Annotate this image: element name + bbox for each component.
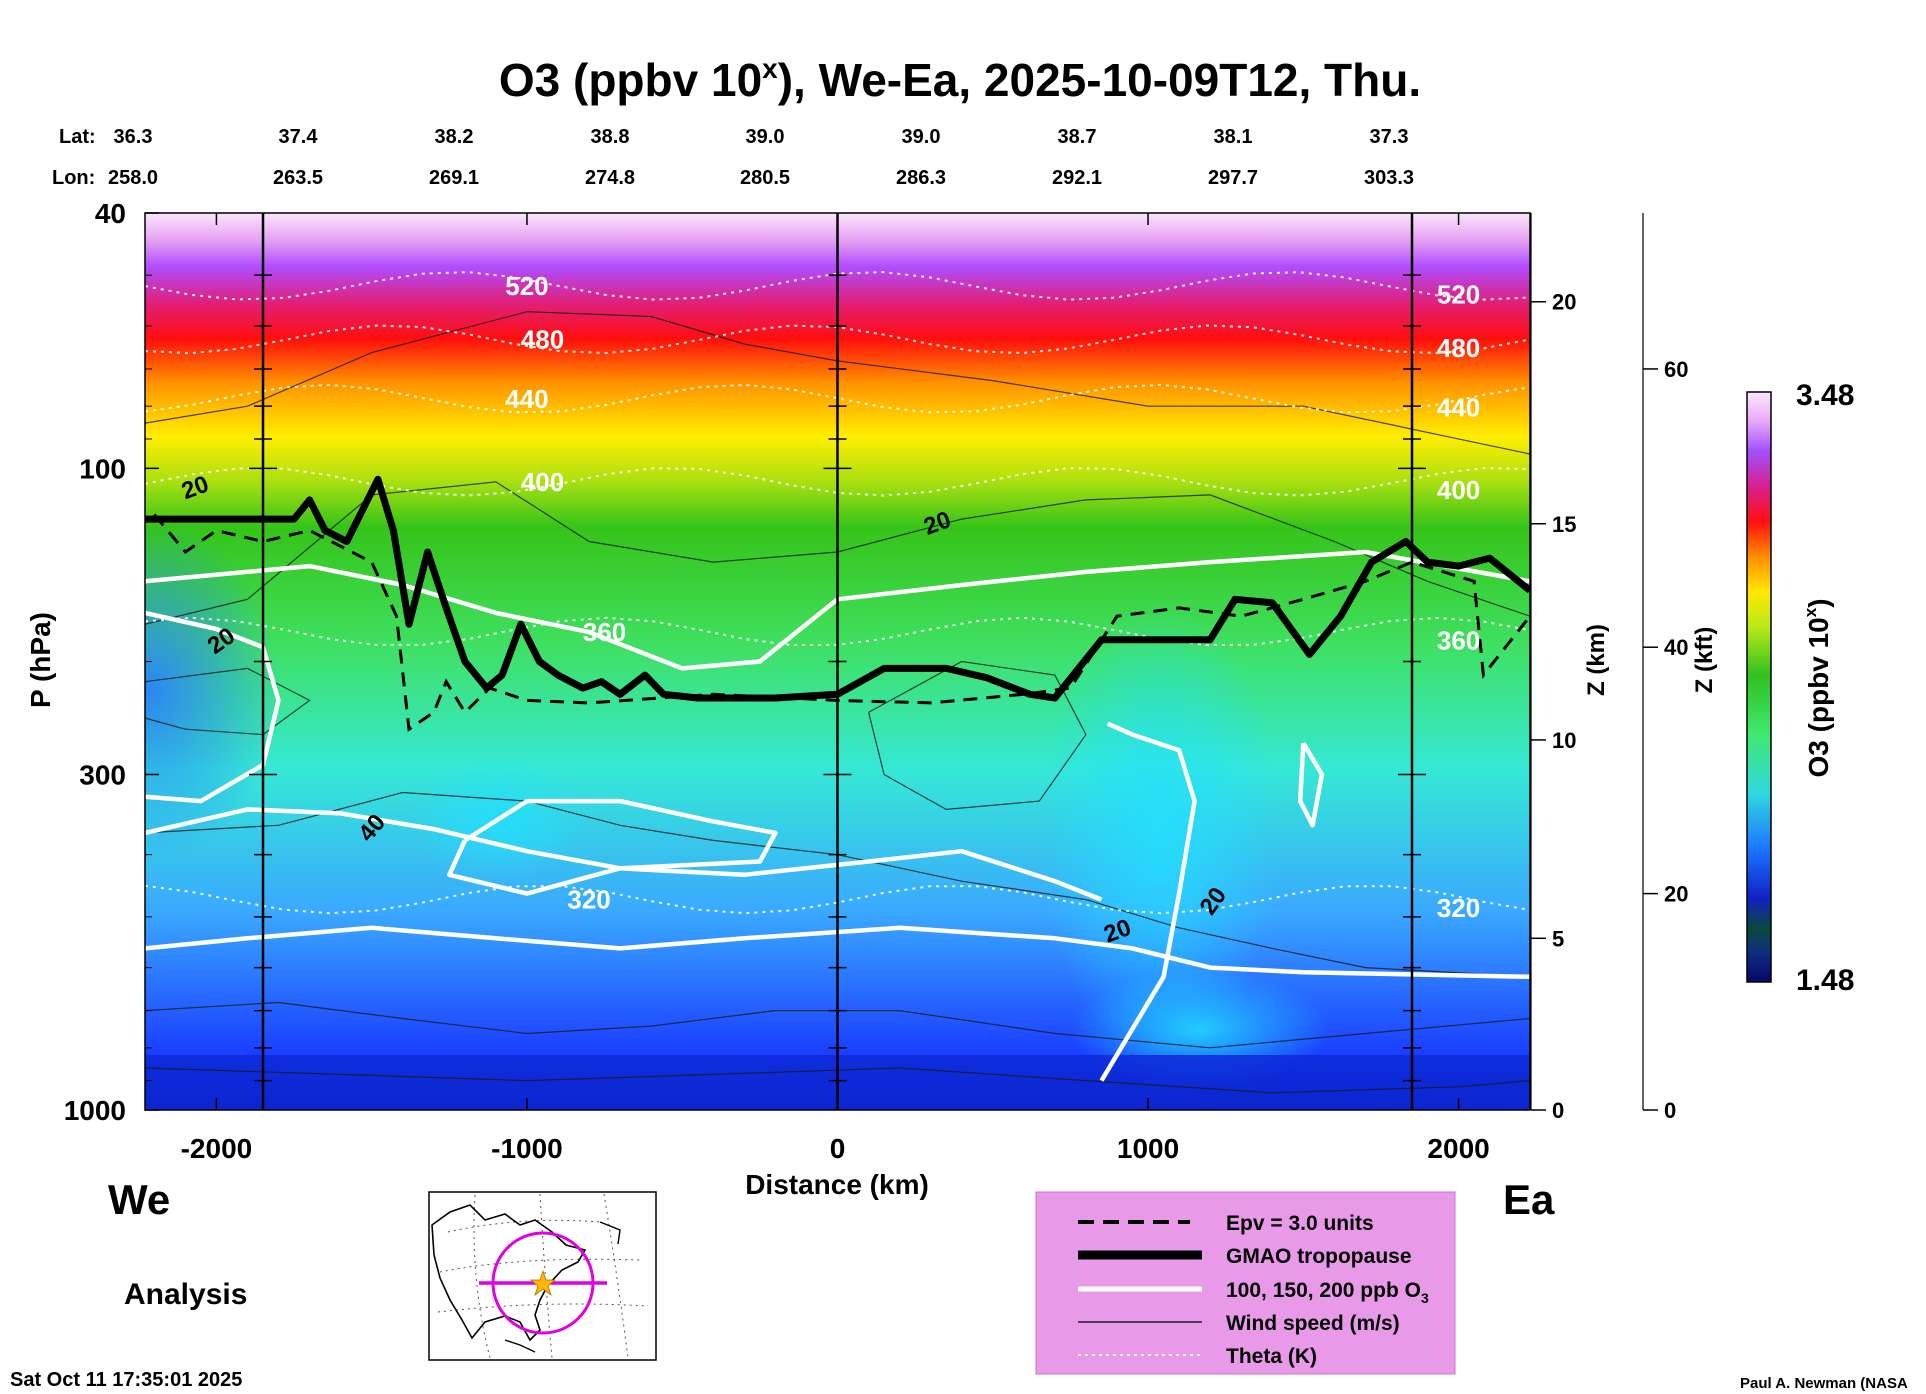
legend-item-label: Theta (K)	[1226, 1345, 1317, 1368]
timestamp: Sat Oct 11 17:35:01 2025	[10, 1369, 242, 1391]
theta-isentrope	[145, 271, 1530, 301]
x-tick-label: 0	[830, 1133, 846, 1164]
lat-value: 38.8	[591, 126, 630, 148]
z-km-axis-title: Z (km)	[1583, 624, 1610, 696]
colorbar-gradient	[1746, 391, 1772, 983]
z-kft-axis-title: Z (kft)	[1691, 627, 1718, 694]
z-kft-tick-label: 60	[1664, 357, 1688, 382]
lon-value: 263.5	[273, 167, 323, 189]
lat-value: 38.2	[435, 126, 474, 148]
z-km-tick-label: 15	[1552, 512, 1576, 537]
center-star-icon	[529, 1269, 557, 1297]
gmao-tropopause-line	[145, 475, 1530, 702]
y-tick-label: 100	[79, 453, 126, 484]
theta-label: 360	[583, 617, 626, 647]
theta-label: 320	[567, 885, 610, 915]
ozone-contour-line	[1099, 721, 1197, 1082]
ozone-contour-line	[1297, 741, 1325, 828]
lat-value: 37.3	[1370, 126, 1409, 148]
chart-title: O3 (ppbv 10x), We-Ea, 2025-10-09T12, Thu…	[499, 53, 1421, 106]
east-label: Ea	[1503, 1176, 1555, 1223]
y-tick-label: 1000	[64, 1095, 126, 1126]
z-km-tick-label: 20	[1552, 290, 1576, 315]
theta-label: 520	[1437, 279, 1480, 309]
z-km-tick-label: 5	[1552, 926, 1564, 951]
lat-value: 38.1	[1214, 126, 1253, 148]
lon-value: 274.8	[585, 167, 635, 189]
lon-value: 258.0	[108, 167, 158, 189]
colorbar-min-label: 1.48	[1796, 964, 1854, 997]
legend-item-label: Epv = 3.0 units	[1226, 1212, 1374, 1235]
z-kft-tick-label: 0	[1664, 1098, 1676, 1123]
theta-label: 480	[1437, 333, 1480, 363]
theta-label: 440	[1437, 392, 1480, 422]
lat-value: 39.0	[902, 126, 941, 148]
wind-speed-contour	[868, 660, 1087, 811]
z-kft-tick-label: 20	[1664, 882, 1688, 907]
lon-value: 292.1	[1052, 167, 1102, 189]
y-tick-label: 300	[79, 759, 126, 790]
west-label: We	[108, 1176, 170, 1223]
y-tick-label: 40	[95, 198, 126, 229]
credit-label: Paul A. Newman (NASA	[1740, 1375, 1908, 1392]
lat-value: 38.7	[1058, 126, 1097, 148]
lon-value: 280.5	[740, 167, 790, 189]
theta-label: 320	[1437, 893, 1480, 923]
theta-isentrope	[145, 383, 1530, 414]
legend: Epv = 3.0 units GMAO tropopause 100, 150…	[1035, 1191, 1456, 1375]
legend-item-label: Wind speed (m/s)	[1226, 1312, 1400, 1335]
analysis-label: Analysis	[124, 1278, 247, 1311]
theta-isentrope	[145, 884, 1530, 915]
lon-value: 286.3	[896, 167, 946, 189]
theta-label: 400	[521, 467, 564, 497]
wind-speed-contour	[145, 1001, 1530, 1049]
ozone-contour-line	[145, 610, 281, 804]
wind-speed-contour	[145, 667, 311, 736]
lat-label: Lat:	[59, 126, 96, 148]
legend-item-label: GMAO tropopause	[1226, 1245, 1412, 1268]
x-tick-label: -2000	[181, 1133, 253, 1164]
theta-isentrope	[145, 324, 1530, 355]
colorbar: 3.48 1.48 O3 (ppbv 10x)	[1746, 379, 1854, 997]
lon-value: 297.7	[1208, 167, 1258, 189]
colorbar-title: O3 (ppbv 10x)	[1801, 598, 1834, 777]
theta-isentrope	[145, 616, 1530, 647]
epv-contour-line	[153, 513, 1530, 732]
location-inset-map	[428, 1191, 657, 1361]
z-km-tick-label: 0	[1552, 1098, 1564, 1123]
wind-speed-contour	[145, 311, 1530, 455]
theta-label: 360	[1437, 625, 1480, 655]
lon-label: Lon:	[52, 167, 95, 189]
theta-label: 440	[505, 384, 548, 414]
lon-value: 303.3	[1364, 167, 1414, 189]
z-km-tick-label: 10	[1552, 728, 1576, 753]
lon-value: 269.1	[429, 167, 479, 189]
ozone-contour-line	[145, 925, 1530, 980]
y-axis-title: P (hPa)	[25, 612, 56, 708]
theta-label: 400	[1437, 475, 1480, 505]
wind-speed-contour	[145, 1067, 1530, 1094]
lat-value: 39.0	[746, 126, 785, 148]
z-kft-tick-label: 40	[1664, 635, 1688, 660]
x-axis-title: Distance (km)	[745, 1169, 929, 1200]
x-tick-label: -1000	[491, 1133, 563, 1164]
lat-lon-header: Lat: Lon: 36.3 258.0 37.4 263.5 38.2 269.1 38.…	[52, 126, 1414, 189]
lat-value: 37.4	[279, 126, 319, 148]
lat-value: 36.3	[114, 126, 153, 148]
legend-item-label: 100, 150, 200 ppb O3	[1226, 1279, 1429, 1306]
theta-label: 520	[505, 271, 548, 301]
ozone-contour-line	[447, 798, 778, 896]
x-tick-label: 2000	[1427, 1133, 1489, 1164]
colorbar-max-label: 3.48	[1796, 379, 1854, 412]
theta-label: 480	[521, 325, 564, 355]
x-tick-label: 1000	[1117, 1133, 1179, 1164]
